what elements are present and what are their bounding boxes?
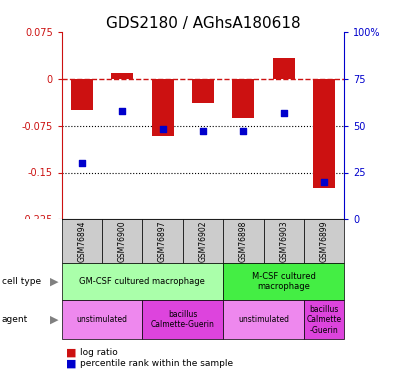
Bar (152, 79, 174, 136)
Point (321, 179, 327, 185)
Bar (273, 58, 295, 79)
Text: bacillus
Calmette
-Guerin: bacillus Calmette -Guerin (306, 305, 341, 334)
Text: GSM76898: GSM76898 (239, 220, 248, 262)
Text: unstimulated: unstimulated (76, 315, 127, 324)
Bar (71, 79, 93, 110)
Text: GSM76894: GSM76894 (77, 220, 86, 262)
Text: ■: ■ (66, 348, 76, 357)
Title: GDS2180 / AGhsA180618: GDS2180 / AGhsA180618 (105, 16, 300, 31)
Point (240, 128, 246, 134)
Point (119, 108, 125, 114)
Text: GSM76900: GSM76900 (118, 220, 127, 262)
Point (281, 110, 287, 116)
Bar (192, 79, 214, 102)
Text: log ratio: log ratio (80, 348, 117, 357)
Text: GSM76903: GSM76903 (279, 220, 288, 262)
Text: ▶: ▶ (49, 276, 58, 286)
Text: GSM76899: GSM76899 (320, 220, 329, 262)
Text: GSM76902: GSM76902 (199, 220, 207, 262)
Text: unstimulated: unstimulated (238, 315, 289, 324)
Text: percentile rank within the sample: percentile rank within the sample (80, 359, 233, 368)
Text: ▶: ▶ (49, 315, 58, 325)
Point (160, 126, 166, 132)
Text: GM-CSF cultured macrophage: GM-CSF cultured macrophage (80, 277, 205, 286)
Text: bacillus
Calmette-Guerin: bacillus Calmette-Guerin (151, 310, 215, 329)
Bar (313, 79, 335, 188)
Bar (232, 79, 254, 117)
Text: GSM76897: GSM76897 (158, 220, 167, 262)
Point (200, 128, 206, 134)
Point (79, 160, 85, 166)
Text: cell type: cell type (2, 277, 41, 286)
Text: M-CSF cultured
macrophage: M-CSF cultured macrophage (252, 272, 316, 291)
Text: ■: ■ (66, 359, 76, 369)
Text: agent: agent (2, 315, 28, 324)
Bar (111, 72, 133, 79)
